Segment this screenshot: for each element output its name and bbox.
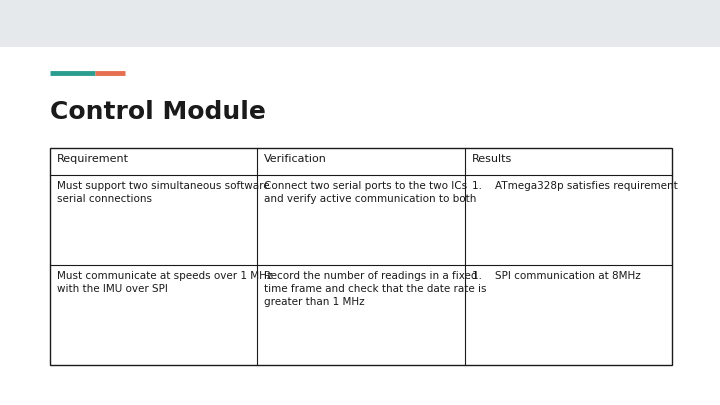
Bar [50, 148, 672, 365]
Text: Requirement: Requirement [57, 154, 129, 164]
Text: Must support two simultaneous software
serial connections: Must support two simultaneous software s… [57, 181, 269, 204]
Text: 1.    ATmega328p satisfies requirement: 1. ATmega328p satisfies requirement [472, 181, 678, 191]
Text: Verification: Verification [264, 154, 327, 164]
Text: Record the number of readings in a fixed
time frame and check that the date rate: Record the number of readings in a fixed… [264, 271, 487, 307]
Text: Control Module: Control Module [50, 100, 266, 124]
Text: Must communicate at speeds over 1 MHz
with the IMU over SPI: Must communicate at speeds over 1 MHz wi… [57, 271, 272, 294]
Text: 1.    SPI communication at 8MHz: 1. SPI communication at 8MHz [472, 271, 640, 281]
Text: Connect two serial ports to the two ICs
and verify active communication to both: Connect two serial ports to the two ICs … [264, 181, 477, 204]
Text: Results: Results [472, 154, 512, 164]
